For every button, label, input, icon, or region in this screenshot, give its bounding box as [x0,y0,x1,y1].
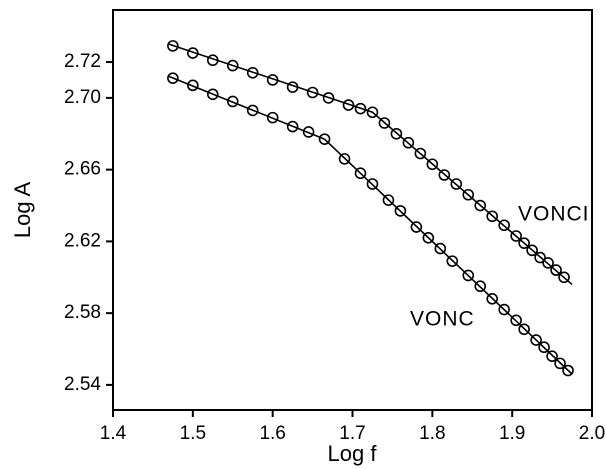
data-point [266,111,279,124]
data-point [414,147,427,160]
data-point [390,127,403,140]
data-point [510,230,522,242]
data-point [382,194,395,206]
x-tick-label: 1.6 [259,423,285,444]
data-point [554,357,566,370]
data-point [366,106,379,119]
data-point [538,341,550,354]
data-point [462,188,475,201]
x-tick-label: 1.9 [499,423,525,444]
data-point [518,237,530,249]
data-point [306,86,319,99]
data-point [322,92,335,104]
data-point [318,133,331,145]
data-point [402,136,415,149]
data-point [338,153,351,165]
data-point [246,66,259,79]
y-tick-label: 2.70 [64,87,101,108]
data-point [167,72,179,84]
data-point [530,334,542,346]
y-tick-label: 2.62 [64,230,101,251]
data-point [187,79,199,92]
data-point [474,280,487,293]
data-point [498,219,510,232]
data-point [206,88,219,101]
data-point [434,242,447,255]
data-point [486,210,499,223]
x-axis-title: Log f [328,441,378,466]
data-point [206,54,219,67]
data-point [354,167,367,180]
data-point [302,126,315,138]
y-tick-label: 2.54 [64,374,101,395]
x-tick-label: 1.8 [419,423,445,444]
x-tick-label: 1.7 [339,423,365,444]
data-point [446,255,459,267]
data-point [426,158,439,171]
data-point [246,104,259,117]
data-point [510,314,522,327]
x-tick-label: 2.0 [579,423,605,444]
data-point [546,350,558,362]
data-point [498,303,510,316]
data-point [378,117,391,129]
data-point [550,264,562,276]
y-tick-label: 2.58 [64,302,101,323]
data-point [450,178,463,190]
data-point [187,47,199,59]
data-point [286,81,299,93]
data-point [542,257,554,269]
data-point [422,232,435,244]
series-label: VONCI [518,203,590,226]
data-point [558,271,570,284]
y-tick-label: 2.66 [64,159,101,180]
data-point [266,74,279,86]
data-point [226,59,239,72]
x-tick-label: 1.5 [180,423,206,444]
data-point [562,364,574,377]
y-axis-title: Log A [10,182,35,239]
data-point [354,102,367,115]
fit-line [168,75,573,375]
data-point [366,178,379,190]
data-point [286,120,299,133]
data-point [534,251,546,264]
data-point [438,169,451,181]
fit-line [168,43,573,286]
data-point [226,95,239,108]
data-point [410,221,423,233]
y-tick-label: 2.72 [64,51,101,72]
data-point [526,244,538,257]
data-point [518,323,530,336]
data-point [486,292,499,305]
data-point [462,269,475,282]
x-tick-label: 1.4 [100,423,127,444]
series-label: VONC [410,308,475,331]
data-point [474,199,487,212]
data-point [167,40,179,52]
data-point [394,205,407,217]
data-point [342,99,355,111]
